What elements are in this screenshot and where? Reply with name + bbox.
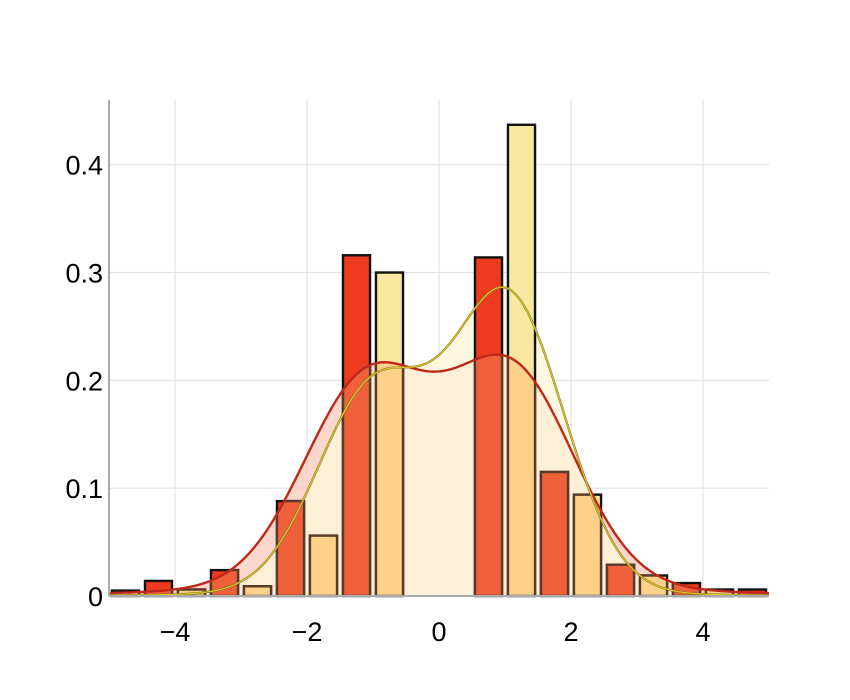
axes xyxy=(108,100,769,597)
x-tick-label: 4 xyxy=(695,617,710,647)
bar-overlay-series1-bin5 xyxy=(341,354,372,596)
x-tick-label: 0 xyxy=(431,617,446,647)
x-tick-label: −4 xyxy=(160,617,191,647)
density-fills xyxy=(109,287,769,596)
bar-overlay-series2-bin7 xyxy=(572,493,603,596)
density-line-2 xyxy=(108,286,770,596)
density-lines xyxy=(108,286,770,597)
tick-labels: −4 −2 0 2 4 0 0.1 0.2 0.3 0.4 xyxy=(65,151,710,647)
y-tick-label: 0.2 xyxy=(65,366,103,396)
bar-overlay-series1-bin4 xyxy=(275,499,306,596)
y-tick-label: 0.3 xyxy=(65,259,103,289)
bar-overlay-series2-bin5 xyxy=(374,354,405,596)
bar-overlay-series2-bin4 xyxy=(308,534,339,596)
bar-overlay-series1-bin8 xyxy=(605,563,636,596)
y-tick-label: 0.1 xyxy=(65,474,103,504)
bar-overlay-series2-bin3 xyxy=(242,585,273,596)
density-line-1 xyxy=(108,353,770,595)
y-tick-label: 0.4 xyxy=(65,151,103,181)
x-tick-label: 2 xyxy=(563,617,578,647)
x-tick-label: −2 xyxy=(292,617,323,647)
density-fill-2 xyxy=(109,287,769,596)
bar-overlay-series1-bin6 xyxy=(473,354,504,596)
bar-overlay-series1-bin7 xyxy=(539,470,570,596)
y-tick-label: 0 xyxy=(88,582,103,612)
